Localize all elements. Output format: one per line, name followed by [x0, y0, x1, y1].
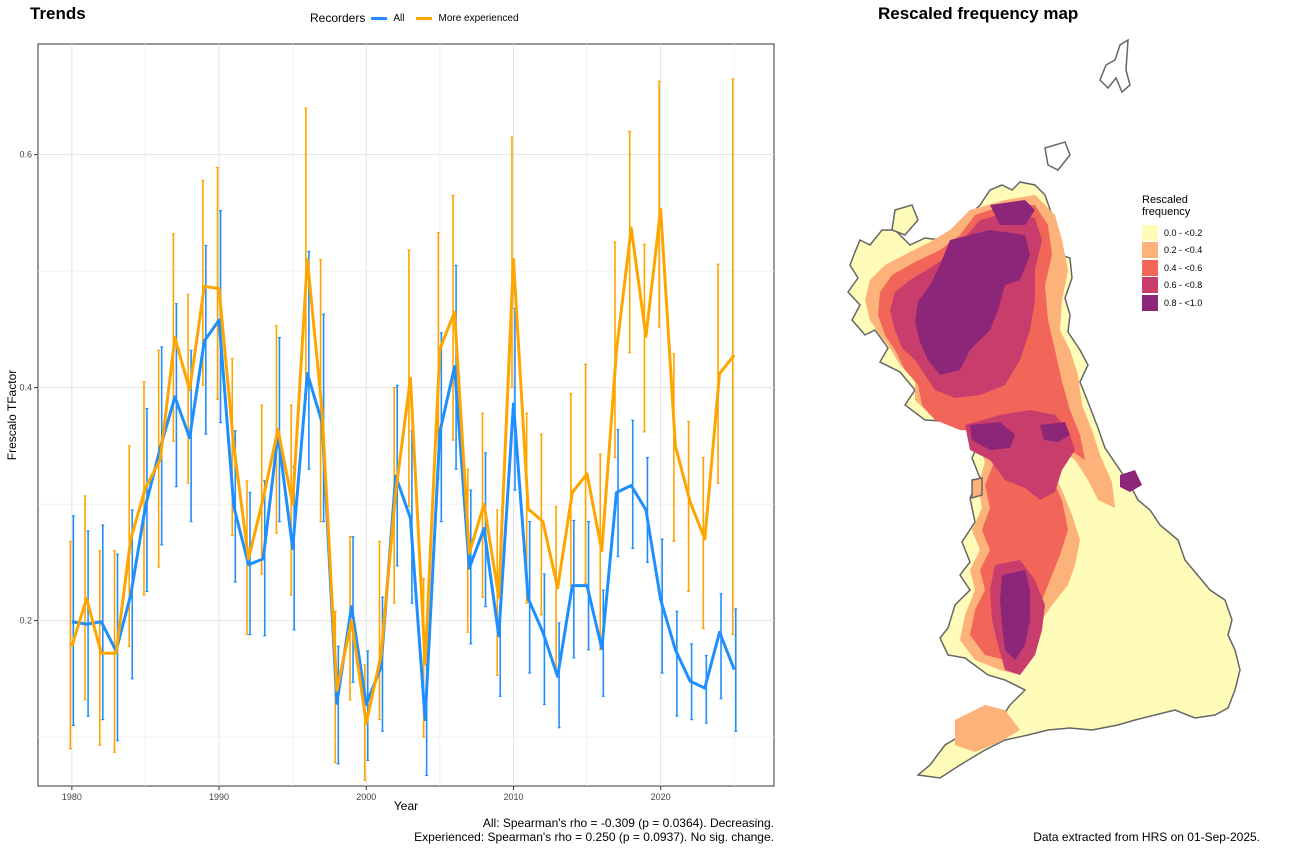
x-tick-label: 2000: [356, 792, 376, 802]
hebrides-outline: [891, 204, 919, 236]
legend-box-0: [1142, 224, 1158, 241]
stats-line-experienced: Experienced: Spearman's rho = 0.250 (p =…: [414, 830, 774, 844]
legend-title: Recorders: [310, 11, 366, 25]
map-legend-item: 0.4 - <0.6: [1142, 259, 1202, 277]
x-tick-label: 1980: [62, 792, 82, 802]
legend-box-1: [1142, 242, 1158, 259]
x-tick-label: 2010: [503, 792, 523, 802]
y-axis-label: Frescalo TFactor: [5, 370, 19, 460]
legend-box-4: [1142, 294, 1158, 311]
legend-swatch-all: [371, 16, 388, 20]
legend-swatch-experienced: [416, 16, 433, 20]
recorders-legend: Recorders All More experienced: [310, 11, 519, 25]
legend-label-all: All: [393, 12, 405, 24]
frequency-map: [847, 38, 1241, 779]
zone-0-8-1-0-lowlands: [970, 422, 1015, 450]
map-legend-title-line2: frequency: [1142, 206, 1191, 218]
zone-0-8-1-0-wales: [1000, 570, 1030, 660]
legend-label-3: 0.6 - <0.8: [1164, 280, 1203, 291]
map-legend-item: 0.2 - <0.4: [1142, 242, 1202, 260]
legend-box-2: [1142, 259, 1158, 276]
map-legend-title: Rescaled frequency: [1142, 194, 1202, 218]
shetland-outline: [1099, 38, 1131, 94]
legend-label-4: 0.8 - <1.0: [1164, 297, 1203, 308]
legend-label-2: 0.4 - <0.6: [1164, 262, 1203, 273]
y-tick-label: 0.6: [19, 150, 32, 160]
zone-0-2-0-4-south: [955, 705, 1020, 752]
x-tick-label: 2020: [651, 792, 671, 802]
map-legend-title-line1: Rescaled: [1142, 194, 1188, 206]
axis-ticks: 1980 1990 2000 2010 2020 0.2 0.4 0.6: [19, 150, 670, 802]
map-legend: Rescaled frequency 0.0 - <0.2 0.2 - <0.4…: [1142, 194, 1202, 312]
stats-caption: All: Spearman's rho = -0.309 (p = 0.0364…: [414, 816, 774, 844]
trend-chart: 1980 1990 2000 2010 2020 0.2 0.4 0.6 Year Fresc…: [5, 43, 775, 813]
y-tick-label: 0.4: [19, 383, 32, 393]
isle-outline: [971, 477, 983, 500]
map-legend-item: 0.0 - <0.2: [1142, 224, 1202, 242]
series-lines: [70, 207, 736, 725]
zone-0-8-1-0-northumbria: [1120, 470, 1142, 492]
orkney-outline: [1044, 141, 1071, 171]
x-axis-label: Year: [394, 799, 418, 813]
legend-label-experienced: More experienced: [438, 12, 519, 24]
map-title: Rescaled frequency map: [878, 4, 1079, 23]
map-legend-item: 0.6 - <0.8: [1142, 277, 1202, 295]
legend-box-3: [1142, 277, 1158, 294]
series-line-all: [71, 318, 736, 722]
x-tick-label: 1990: [209, 792, 229, 802]
zone-0-8-1-0-lakes: [1040, 422, 1070, 442]
zone-0-8-1-0-highlands: [915, 230, 1030, 375]
y-tick-label: 0.2: [19, 616, 32, 626]
trends-title: Trends: [30, 4, 86, 23]
series-line-more-experienced: [70, 207, 736, 725]
stats-line-all: All: Spearman's rho = -0.309 (p = 0.0364…: [482, 816, 774, 830]
legend-label-0: 0.0 - <0.2: [1164, 227, 1203, 238]
legend-label-1: 0.2 - <0.4: [1164, 245, 1203, 256]
source-caption: Data extracted from HRS on 01-Sep-2025.: [1033, 830, 1260, 844]
zone-0-8-1-0-northeast: [990, 200, 1035, 225]
map-legend-item: 0.8 - <1.0: [1142, 294, 1202, 312]
